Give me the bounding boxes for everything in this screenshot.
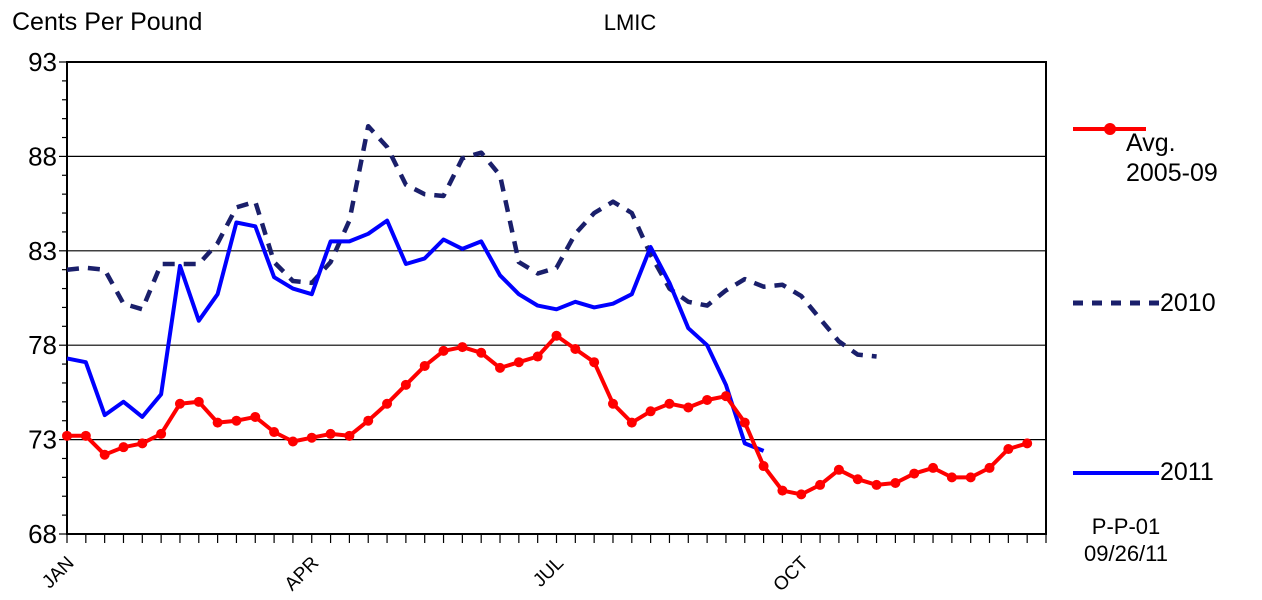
data-point (80, 430, 91, 441)
series-line-2010 (66, 123, 877, 359)
data-point (325, 428, 336, 439)
data-point (1003, 444, 1014, 455)
data-point (777, 485, 788, 496)
data-point (815, 479, 826, 490)
legend-label-avg: Avg. 2005-09 (1126, 128, 1218, 188)
data-point (382, 398, 393, 409)
chart-date: 09/26/11 (1084, 541, 1169, 566)
data-point (928, 462, 939, 473)
data-point (193, 396, 204, 407)
data-point (909, 468, 920, 479)
legend-label-2010: 2010 (1160, 289, 1216, 317)
data-point (250, 411, 261, 422)
data-point (664, 398, 675, 409)
series-line-avg-2005-09 (67, 333, 1028, 497)
data-point (758, 461, 769, 472)
data-point (890, 478, 901, 489)
series-layer (62, 123, 1033, 500)
data-point (720, 391, 731, 402)
data-point (476, 347, 487, 358)
data-point (833, 464, 844, 475)
legend-label-avg-line2: 2005-09 (1126, 159, 1218, 187)
data-point (62, 430, 72, 441)
data-point (419, 360, 430, 371)
data-point (965, 472, 976, 483)
data-point (702, 394, 713, 405)
data-point (683, 402, 694, 413)
legend-marker-avg (1104, 123, 1116, 135)
y-tick-label: 88 (28, 141, 57, 171)
data-point (212, 417, 223, 428)
x-tick-label: JAN (38, 553, 78, 593)
y-tick-label: 78 (28, 330, 57, 360)
data-point (137, 438, 148, 449)
x-tick-label: JUL (529, 553, 568, 592)
data-point (438, 345, 449, 356)
data-point (287, 436, 298, 447)
y-tick-label: 73 (28, 425, 57, 455)
legend-label-avg-line1: Avg. (1126, 129, 1176, 157)
data-point (118, 442, 129, 453)
data-point (400, 379, 411, 390)
data-point (796, 489, 807, 500)
y-tick-label: 83 (28, 236, 57, 266)
data-point (645, 406, 656, 417)
data-point (871, 479, 882, 490)
data-point (174, 398, 185, 409)
chart-code: P-P-01 (1091, 514, 1161, 539)
data-point (457, 342, 468, 353)
data-point (495, 362, 506, 373)
chart-code-block: P-P-01 09/26/11 (1084, 513, 1168, 567)
data-point (363, 415, 374, 426)
data-point (306, 432, 317, 443)
data-point (269, 427, 280, 438)
x-tick-label: OCT (770, 552, 813, 595)
data-point (984, 462, 995, 473)
data-point (231, 415, 242, 426)
data-point (607, 398, 618, 409)
data-point (1022, 438, 1033, 449)
y-tick-label: 68 (28, 519, 57, 549)
data-point (513, 357, 524, 368)
data-point (739, 417, 750, 428)
y-axis-title: Cents Per Pound (12, 8, 203, 36)
data-point (852, 474, 863, 485)
data-point (344, 430, 355, 441)
data-point (156, 428, 167, 439)
data-point (570, 343, 581, 354)
legend-label-2011: 2011 (1160, 458, 1214, 486)
data-point (626, 417, 637, 428)
series-line-2011 (66, 218, 765, 453)
data-point (589, 357, 600, 368)
chart-title: LMIC (603, 10, 657, 35)
y-tick-label: 93 (28, 47, 57, 77)
x-tick-label: APR (281, 553, 323, 595)
y-axis-ticks: 68 73 78 83 88 93 (28, 47, 67, 549)
data-point (532, 351, 543, 362)
legend (1073, 123, 1159, 475)
data-point (551, 330, 562, 341)
data-point (946, 472, 957, 483)
x-axis-ticks: JAN APR JUL OCT (38, 534, 1047, 596)
data-point (99, 449, 110, 460)
